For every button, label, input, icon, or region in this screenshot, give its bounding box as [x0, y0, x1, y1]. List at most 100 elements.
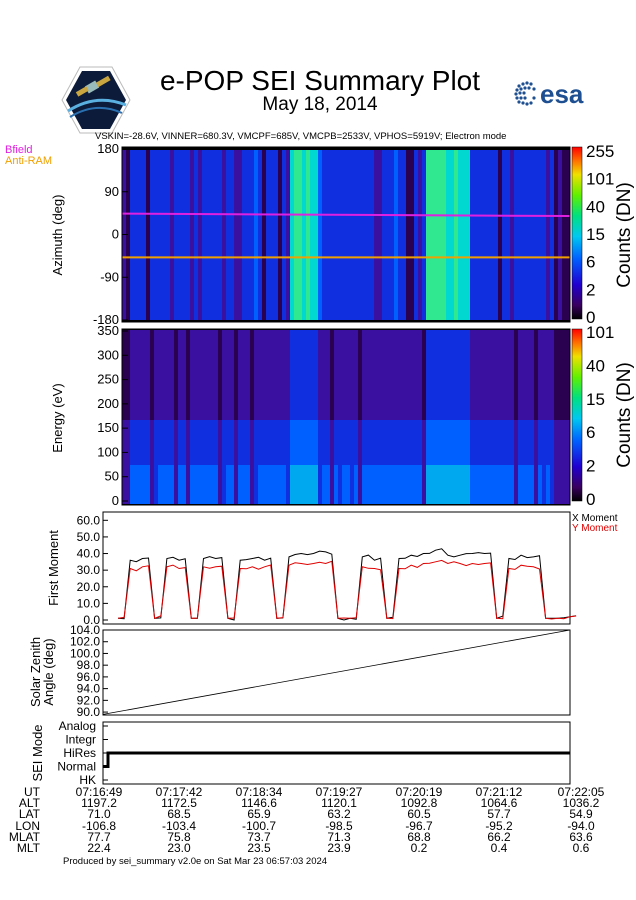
energy-cell: [342, 330, 347, 504]
ephemeris-cell: 60.5: [407, 807, 431, 822]
energy-cell: [266, 330, 271, 504]
energy-cell: [486, 330, 491, 504]
ephemeris-cell: -103.4: [161, 818, 197, 833]
energy-cell: [266, 465, 271, 504]
energy-cell: [354, 330, 359, 504]
epop-logo: [60, 65, 132, 135]
azimuth-cell: [374, 150, 379, 320]
energy-cell: [202, 465, 207, 504]
esa-logo-text: esa: [540, 79, 584, 109]
ephemeris-cell: 07:22:05: [557, 785, 605, 799]
y-moment-line: [117, 559, 577, 620]
azimuth-cell: [158, 150, 163, 320]
energy-cell: [462, 420, 467, 504]
energy-cell: [434, 420, 439, 504]
energy-cell: [386, 420, 391, 504]
energy-cell: [370, 420, 375, 504]
energy-cell: [242, 420, 247, 504]
azimuth-cell: [410, 150, 415, 320]
energy-cell: [414, 465, 419, 504]
energy-cell: [138, 420, 143, 504]
azimuth-cell: [222, 150, 227, 320]
energy-cell: [538, 465, 543, 504]
ephemeris-cell: 65.9: [247, 807, 271, 822]
azimuth-cell: [162, 150, 167, 320]
ephemeris-cell: 1064.6: [480, 796, 518, 811]
energy-cell: [206, 420, 211, 504]
energy-cell: [478, 330, 483, 504]
energy-cell: [498, 330, 503, 504]
energy-cell: [186, 465, 191, 504]
energy-cell: [270, 330, 275, 504]
energy-cell: [230, 465, 235, 504]
energy-cell: [242, 465, 247, 504]
energy-cell: [282, 420, 287, 504]
azimuth-cell: [138, 150, 143, 320]
energy-cell: [406, 330, 411, 504]
energy-cell: [522, 330, 527, 504]
ephemeris-cell: 0.6: [572, 841, 590, 855]
energy-cell: [318, 330, 323, 504]
energy-cell: [438, 330, 443, 504]
energy-cell: [498, 420, 503, 504]
azimuth-cell: [318, 150, 323, 320]
energy-cell: [562, 420, 567, 504]
energy-cell: [230, 330, 235, 504]
azimuth-cell: [166, 150, 171, 320]
energy-cell: [450, 330, 455, 504]
azimuth-cell: [218, 150, 223, 320]
energy-cell: [398, 420, 403, 504]
energy-cell: [310, 465, 315, 504]
azimuth-cell: [446, 150, 451, 320]
solar-zenith-ylabel-1: Solar Zenith: [28, 637, 43, 707]
y-tick-label: 200: [97, 396, 119, 411]
azimuth-cell: [506, 150, 511, 320]
ephemeris-label: UT: [24, 785, 40, 799]
azimuth-cell: [198, 150, 203, 320]
energy-cell: [182, 465, 187, 504]
azimuth-cell: [486, 150, 491, 320]
energy-cell: [562, 465, 567, 504]
energy-cell: [466, 465, 471, 504]
azimuth-cell: [338, 150, 343, 320]
energy-cell: [322, 330, 327, 504]
energy-cell: [350, 420, 355, 504]
energy-cell: [170, 330, 175, 504]
energy-cell: [202, 330, 207, 504]
azimuth-cell: [326, 150, 331, 320]
energy-cell: [234, 330, 239, 504]
energy-cell: [458, 420, 463, 504]
energy-cell: [494, 420, 499, 504]
energy-cell: [286, 465, 291, 504]
energy-cell: [270, 420, 275, 504]
energy-cell: [414, 420, 419, 504]
azimuth-cell: [278, 150, 283, 320]
azimuth-cell: [154, 150, 159, 320]
energy-cell: [218, 420, 223, 504]
ephemeris-cell: 1036.2: [562, 796, 600, 811]
azimuth-cell: [186, 150, 191, 320]
energy-cell: [206, 330, 211, 504]
azimuth-cell: [358, 150, 363, 320]
ephemeris-cell: -106.8: [81, 818, 117, 833]
energy-cell: [514, 465, 519, 504]
energy-cell: [298, 465, 303, 504]
azimuth-cell: [550, 150, 555, 320]
energy-cell: [142, 420, 147, 504]
energy-cell: [554, 420, 559, 504]
energy-cell: [178, 330, 183, 504]
azimuth-cell: [214, 150, 219, 320]
energy-cell: [410, 465, 415, 504]
energy-cell: [150, 465, 155, 504]
energy-cell: [250, 330, 255, 504]
ephemeris-cell: 54.9: [569, 807, 593, 822]
energy-cell: [554, 465, 559, 504]
energy-cell: [314, 420, 319, 504]
energy-cell: [426, 420, 431, 504]
energy-cell: [378, 465, 383, 504]
azimuth-cell: [546, 150, 551, 320]
energy-cell: [162, 420, 167, 504]
energy-cell: [218, 330, 223, 504]
